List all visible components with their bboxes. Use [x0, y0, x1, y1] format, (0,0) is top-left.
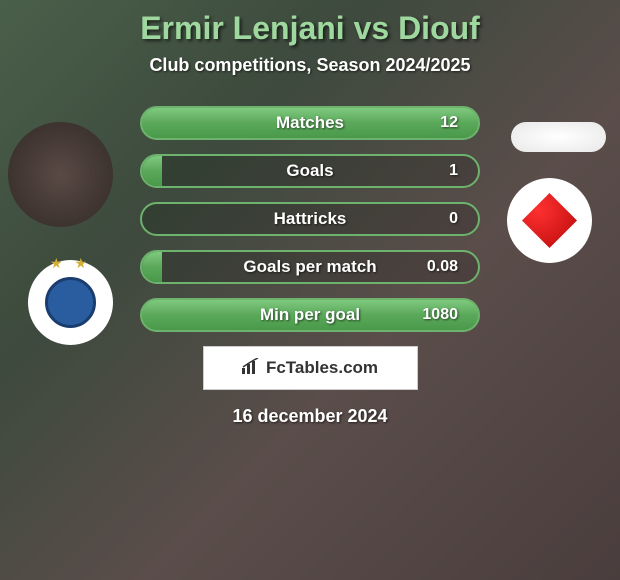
- page-title: Ermir Lenjani vs Diouf: [0, 10, 620, 47]
- stat-value: 1080: [422, 306, 458, 324]
- stat-bar: Hattricks 0: [140, 202, 480, 236]
- stat-fill: [142, 156, 162, 186]
- stat-value: 1: [449, 162, 458, 180]
- club-badge-right: [507, 178, 592, 263]
- stat-label: Hattricks: [274, 209, 347, 229]
- stat-label: Goals per match: [243, 257, 376, 277]
- main-container: Ermir Lenjani vs Diouf Club competitions…: [0, 0, 620, 580]
- stat-value: 0.08: [427, 258, 458, 276]
- club-badge-right-shield: [522, 193, 577, 248]
- stat-value: 0: [449, 210, 458, 228]
- stat-fill: [142, 252, 162, 282]
- date-label: 16 december 2024: [0, 406, 620, 427]
- club-badge-left: [28, 260, 113, 345]
- stat-label: Goals: [286, 161, 333, 181]
- subtitle: Club competitions, Season 2024/2025: [0, 55, 620, 76]
- stat-bar: Goals per match 0.08: [140, 250, 480, 284]
- stat-label: Matches: [276, 113, 344, 133]
- stat-bar: Min per goal 1080: [140, 298, 480, 332]
- chart-icon: [242, 358, 260, 379]
- stat-label: Min per goal: [260, 305, 360, 325]
- player2-avatar: [511, 122, 606, 152]
- branding-text: FcTables.com: [266, 358, 378, 378]
- branding-box[interactable]: FcTables.com: [203, 346, 418, 390]
- stat-bar: Goals 1: [140, 154, 480, 188]
- stat-bar: Matches 12: [140, 106, 480, 140]
- player1-avatar: [8, 122, 113, 227]
- stat-value: 12: [440, 114, 458, 132]
